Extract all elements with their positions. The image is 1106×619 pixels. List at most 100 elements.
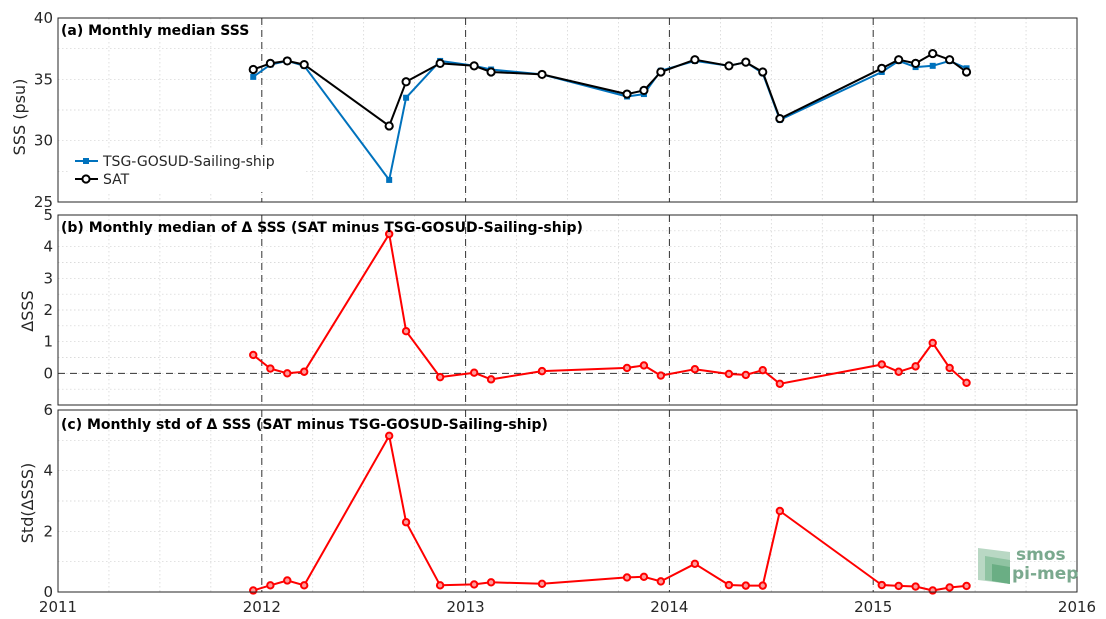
- panel-a-ytick-label: 25: [34, 193, 53, 211]
- panel-b-series-0-point: [384, 229, 394, 239]
- panel-b-series-0-point: [928, 338, 937, 348]
- grid-layer: [58, 18, 1077, 592]
- panel-a-series-1-point: [877, 63, 887, 73]
- panel-b-ytick-label: 2: [43, 301, 53, 319]
- data-layer: [248, 48, 972, 595]
- panel-c-series-0-point: [945, 583, 954, 592]
- panel-c-series-0-point: [911, 582, 920, 591]
- panel-b-series-0-point: [299, 367, 309, 376]
- panel-a-ytick-label: 30: [34, 132, 53, 150]
- panel-b-series-0-point: [724, 369, 734, 379]
- panel-c-ytick-label: 2: [43, 522, 53, 540]
- panel-c-ytick-label: 6: [43, 401, 53, 419]
- panel-a-series-0-point: [250, 73, 257, 80]
- panel-c-series-0-point: [758, 581, 767, 590]
- legend-tsg-label: TSG-GOSUD-Sailing-ship: [102, 154, 275, 170]
- panel-a-series-1-point: [690, 55, 700, 65]
- panel-a-series-0-point: [386, 176, 393, 183]
- panel-a-series-1-point: [894, 55, 904, 65]
- panel-a-title: (a) Monthly median SSS: [61, 23, 249, 39]
- legend-sat-marker: [81, 174, 91, 184]
- panel-b-series-0-point: [656, 371, 666, 380]
- panel-c-series-0-point: [622, 573, 632, 582]
- panel-b-series-0-point: [877, 360, 886, 369]
- legend-box: [68, 148, 304, 192]
- panel-c-ytick-label: 4: [43, 462, 53, 480]
- panel-a-series-1-point: [910, 58, 921, 68]
- panel-c-series-0-point: [299, 581, 309, 590]
- panel-c-series-0-point: [962, 581, 971, 591]
- panel-a-series-1-point: [775, 113, 785, 124]
- panel-c-series-0-point: [741, 581, 751, 590]
- panel-c-series-0-point: [283, 576, 292, 585]
- logo-mark-front: [992, 564, 1010, 584]
- xtick-label: 2014: [650, 598, 688, 616]
- legend-tsg-marker: [83, 158, 89, 164]
- panel-b-series-0-point: [758, 365, 767, 375]
- panel-a-series-1-point: [401, 77, 411, 87]
- panel-a-frame: [57, 17, 1078, 203]
- panel-a-series-1-point: [282, 56, 292, 66]
- text-layer: 25 30 35 40 0 1 2 3 4 5 0 2 4 6 2011 2012 2013 2014 2015 20…: [34, 9, 1096, 616]
- panel-b-series-0-point: [622, 363, 632, 373]
- panel-a-series-1-point: [945, 55, 955, 65]
- xtick-label: 2012: [243, 598, 281, 616]
- panel-c-series-0-point: [435, 581, 445, 590]
- panel-a-series-0-point: [929, 62, 936, 69]
- panel-b-series-0-point: [283, 369, 292, 378]
- panel-c-series-0-point: [639, 572, 649, 582]
- axes-frames-layer: [57, 17, 1078, 593]
- panel-b-series-0-point: [894, 367, 903, 376]
- panel-a-series-1-point: [758, 67, 768, 77]
- panel-a-series-1-point: [724, 61, 734, 71]
- panel-a-series-1-point: [299, 60, 309, 70]
- panel-a-series-1-point: [741, 57, 751, 67]
- panel-a-series-1-point: [639, 85, 649, 95]
- panel-b-series-0-point: [639, 361, 649, 370]
- panel-b-series-0-point: [249, 350, 258, 360]
- panel-a-series-1-point: [537, 69, 547, 80]
- panel-c-series-0-point: [656, 577, 666, 586]
- panel-a-series-1-point: [928, 48, 938, 59]
- panel-c-frame: [57, 409, 1078, 593]
- logo-text-pimep: pi-mep: [1012, 564, 1078, 584]
- panel-b-ytick-label: 5: [43, 206, 53, 224]
- panel-a-series-1-point: [384, 121, 394, 131]
- panel-c-series-0-point: [537, 579, 547, 589]
- panel-c-series-0-point: [249, 586, 258, 595]
- panel-b-title: (b) Monthly median of Δ SSS (SAT minus T…: [61, 220, 583, 236]
- panel-c-series-0-point: [877, 580, 886, 590]
- panel-b-series-0-point: [741, 370, 751, 380]
- panel-b-series-0-point: [266, 364, 275, 373]
- panel-a-series-1-point: [248, 64, 258, 75]
- panel-b-series-0-point: [401, 327, 411, 336]
- legend: TSG-GOSUD-Sailing-ship SAT: [68, 148, 304, 192]
- smos-pimep-logo: smos pi-mep: [978, 545, 1078, 584]
- panel-c-ytick-label: 0: [43, 583, 53, 601]
- panel-b-series-0-point: [911, 362, 920, 371]
- panel-c-series-0-point: [894, 581, 903, 591]
- panel-c-series-0-point: [401, 518, 411, 527]
- panel-b-series-0-point: [775, 379, 785, 388]
- panel-b-series-0-point: [690, 365, 700, 374]
- panel-b-ylabel: ΔSSS: [18, 290, 37, 331]
- panel-a-ytick-label: 35: [34, 70, 53, 88]
- panel-b-ytick-label: 3: [43, 269, 53, 287]
- panel-b-ytick-label: 0: [43, 364, 53, 382]
- panel-c-ylabel: Std(ΔSSS): [18, 463, 37, 543]
- panel-c-series-0-point: [266, 581, 275, 590]
- xtick-label: 2011: [39, 598, 77, 616]
- panel-c-series-0-point: [928, 586, 937, 595]
- panel-c-series-0-point: [384, 431, 394, 440]
- legend-sat-label: SAT: [103, 172, 130, 188]
- panel-a-series-0-point: [403, 94, 410, 101]
- panel-b-series-0-point: [469, 368, 479, 377]
- panel-b-series-0-point: [435, 372, 445, 382]
- panel-c-series-0-point: [775, 506, 785, 516]
- panel-a-series-1-point: [435, 58, 445, 68]
- xtick-label: 2015: [854, 598, 892, 616]
- panel-b-ytick-label: 4: [43, 238, 53, 256]
- logo-text-smos: smos: [1016, 545, 1066, 565]
- panel-a-series-1-point: [469, 61, 479, 71]
